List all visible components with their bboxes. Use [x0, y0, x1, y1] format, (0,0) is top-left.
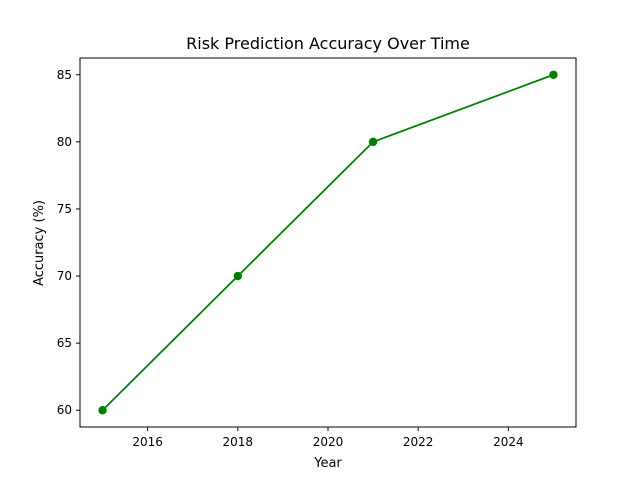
series-line — [101, 73, 554, 411]
plot-frame — [79, 57, 577, 428]
x-tick-label: 2020 — [313, 435, 344, 449]
x-tick-label: 2024 — [493, 435, 524, 449]
data-point — [98, 406, 107, 415]
y-tick-label: 60 — [57, 403, 72, 417]
x-tick-label: 2022 — [403, 435, 434, 449]
y-tick-label: 65 — [57, 336, 72, 350]
x-axis-label: Year — [313, 456, 342, 471]
data-point — [549, 70, 558, 79]
plot-area — [98, 70, 558, 415]
x-tick-label: 2016 — [132, 435, 163, 449]
data-point — [233, 271, 243, 281]
data-point — [368, 137, 378, 147]
y-tick-label: 80 — [57, 135, 72, 149]
y-tick-label: 75 — [57, 202, 72, 216]
axes: 2016 2018 2020 2022 2024 60 65 70 75 80 85 — [57, 57, 577, 449]
y-axis-label: Accuracy (%) — [32, 200, 47, 286]
chart-title: Risk Prediction Accuracy Over Time — [186, 34, 470, 53]
y-tick-label: 85 — [57, 68, 72, 82]
x-tick-label: 2018 — [223, 435, 254, 449]
y-tick-label: 70 — [57, 269, 72, 283]
